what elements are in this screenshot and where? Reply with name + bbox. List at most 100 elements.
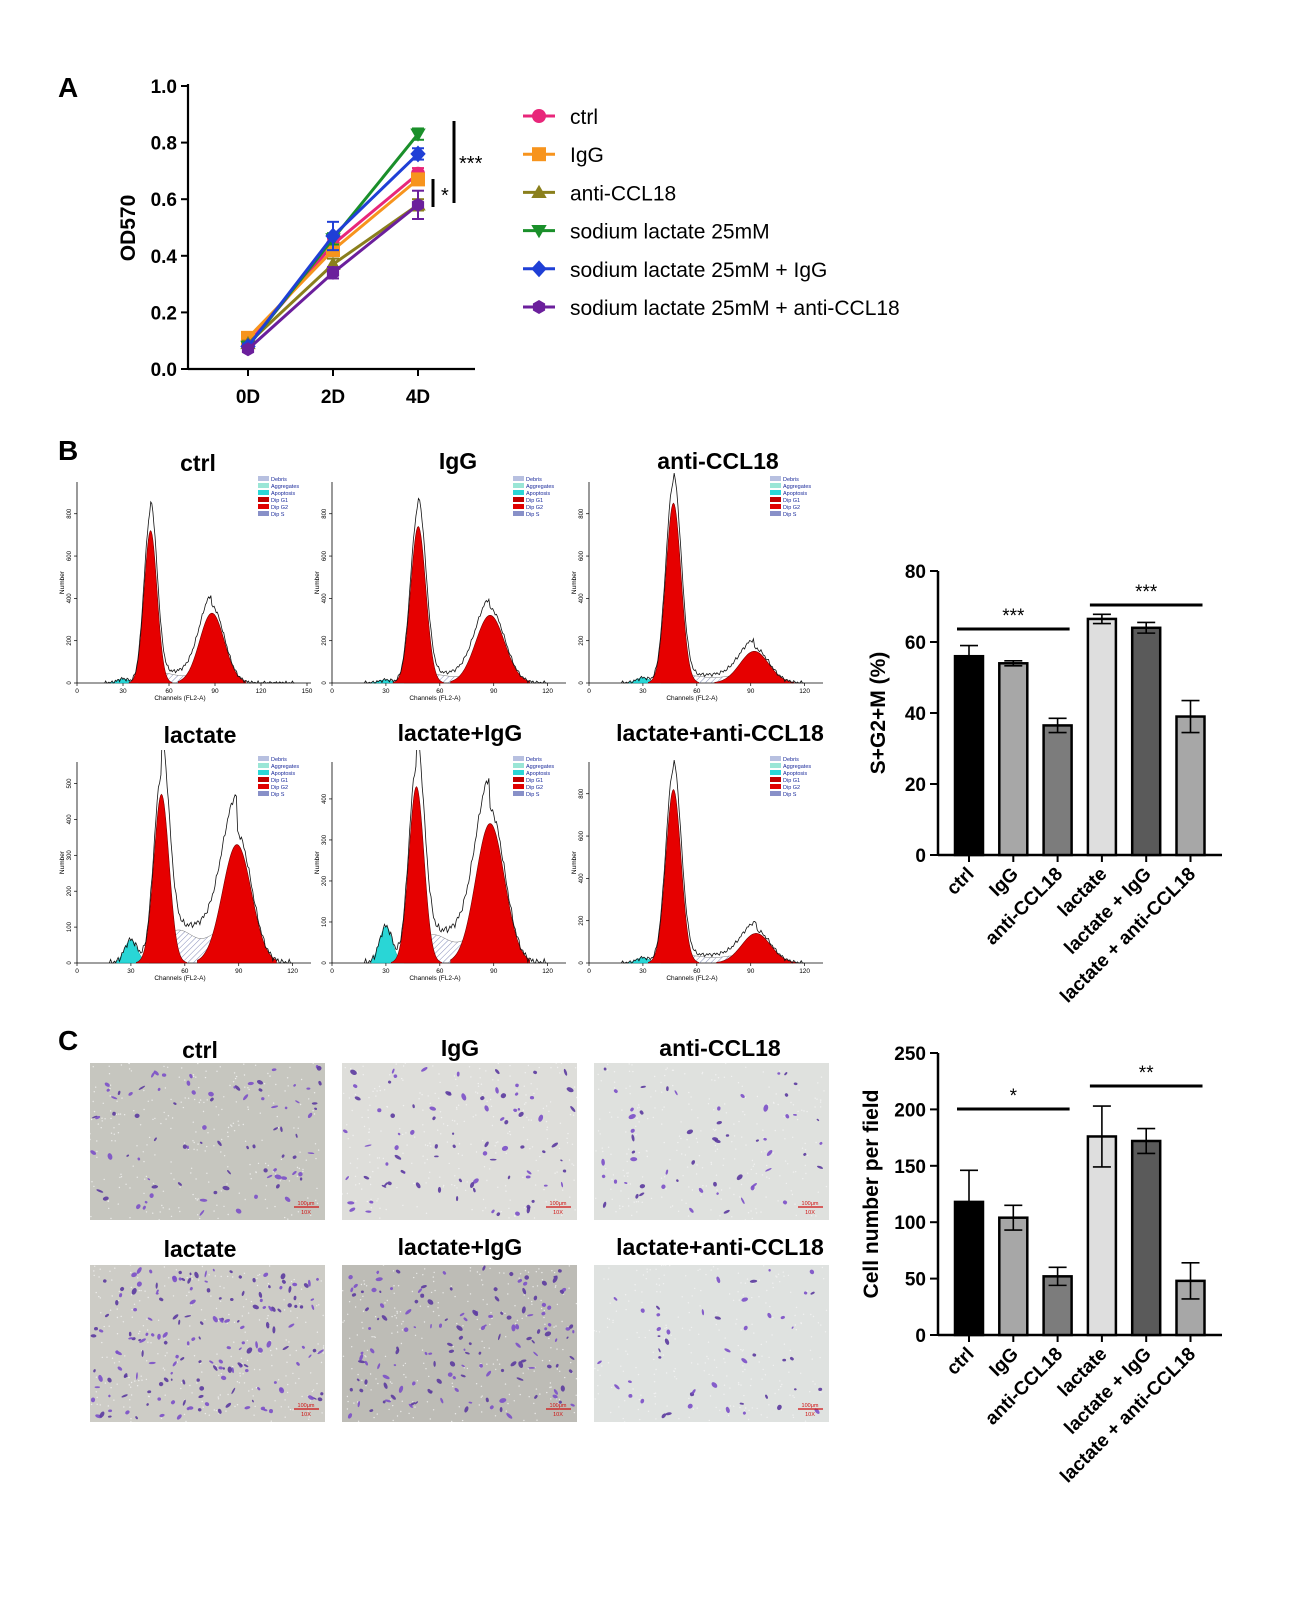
stained-cell [640,1085,646,1088]
y-tick-label: 200 [322,635,328,646]
membrane-pore [109,1084,112,1086]
stained-cell [640,1308,645,1313]
membrane-pore [430,1145,432,1147]
stained-cell [465,1351,470,1355]
membrane-pore [419,1305,422,1307]
membrane-pore [266,1207,268,1209]
membrane-pore [201,1265,204,1268]
membrane-pore [495,1368,497,1371]
y-tick-label: 500 [67,778,73,789]
stained-cell [159,1297,164,1302]
membrane-pore [116,1333,119,1335]
membrane-pore [486,1363,488,1365]
membrane-pore [110,1132,113,1134]
membrane-pore [191,1278,194,1280]
legend-swatch [770,756,781,761]
membrane-pore [550,1067,552,1069]
stained-cell [412,1104,415,1109]
stained-cell [562,1169,567,1173]
stained-cell [227,1170,231,1175]
stained-cell [377,1108,382,1113]
membrane-pore [636,1107,639,1109]
membrane-pore [310,1214,312,1216]
stained-cell [533,1070,538,1075]
stained-cell [397,1132,401,1136]
membrane-pore [129,1399,131,1401]
stained-cell [485,1397,489,1403]
membrane-pore [674,1376,676,1378]
membrane-pore [235,1075,238,1078]
membrane-pore [788,1371,790,1373]
membrane-pore [725,1112,728,1114]
membrane-pore [427,1306,429,1308]
membrane-pore [234,1077,237,1080]
membrane-pore [777,1200,779,1202]
stained-cell [292,1155,297,1159]
membrane-pore [636,1211,638,1213]
membrane-pore [715,1278,717,1281]
stained-cell [434,1144,438,1149]
stained-cell [613,1089,618,1094]
membrane-pore [481,1279,483,1281]
membrane-pore [259,1112,261,1114]
legend-label: ctrl [570,106,598,129]
membrane-pore [128,1063,130,1065]
membrane-pore [363,1283,366,1285]
stained-cell [369,1348,375,1354]
stained-cell [725,1406,730,1413]
membrane-pore [109,1270,111,1272]
membrane-pore [505,1190,507,1192]
membrane-pore [202,1406,204,1408]
stained-cell [515,1342,521,1348]
stained-cell [382,1374,390,1380]
membrane-pore [215,1365,217,1367]
x-axis-title: Channels (FL2-A) [154,975,205,982]
stained-cell [489,1158,497,1161]
membrane-pore [522,1176,524,1178]
membrane-pore [313,1092,316,1094]
stained-cell [107,1415,112,1418]
membrane-pore [190,1172,192,1174]
membrane-pore [315,1199,317,1201]
magnification-label: 10X [553,1412,563,1418]
stained-cell [318,1080,322,1086]
membrane-pore [240,1357,243,1359]
membrane-pore [120,1173,122,1175]
membrane-pore [671,1069,674,1071]
membrane-pore [210,1295,212,1297]
stained-cell [102,1196,109,1201]
stained-cell [365,1210,372,1213]
stained-cell [452,1376,456,1380]
membrane-pore [712,1128,715,1130]
stained-cell [438,1323,443,1328]
membrane-pore [113,1362,116,1364]
membrane-pore [488,1347,490,1349]
membrane-pore [147,1395,150,1397]
membrane-pore [530,1083,532,1085]
membrane-pore [355,1184,357,1186]
stained-cell [440,1397,444,1404]
stained-cell [456,1071,460,1077]
membrane-pore [108,1065,110,1067]
stained-cell [449,1361,456,1367]
membrane-pore [136,1145,138,1147]
stained-cell [789,1356,794,1361]
membrane-pore [389,1074,391,1076]
legend-entry-sodium-lactate-25mm: sodium lactate 25mM [523,221,770,244]
membrane-pore [504,1185,507,1187]
stained-cell [458,1335,463,1340]
membrane-pore [804,1142,806,1145]
membrane-pore [779,1380,781,1382]
membrane-pore [771,1334,773,1336]
membrane-pore [690,1362,693,1364]
y-tick-label: 80 [905,562,926,583]
membrane-pore [123,1114,126,1116]
membrane-pore [807,1154,809,1156]
stained-cell [454,1387,459,1392]
membrane-pore [556,1171,558,1173]
stained-cell [184,1315,192,1318]
legend-label: Aggregates [783,764,811,770]
membrane-pore [439,1111,442,1113]
stained-cell [170,1378,173,1381]
